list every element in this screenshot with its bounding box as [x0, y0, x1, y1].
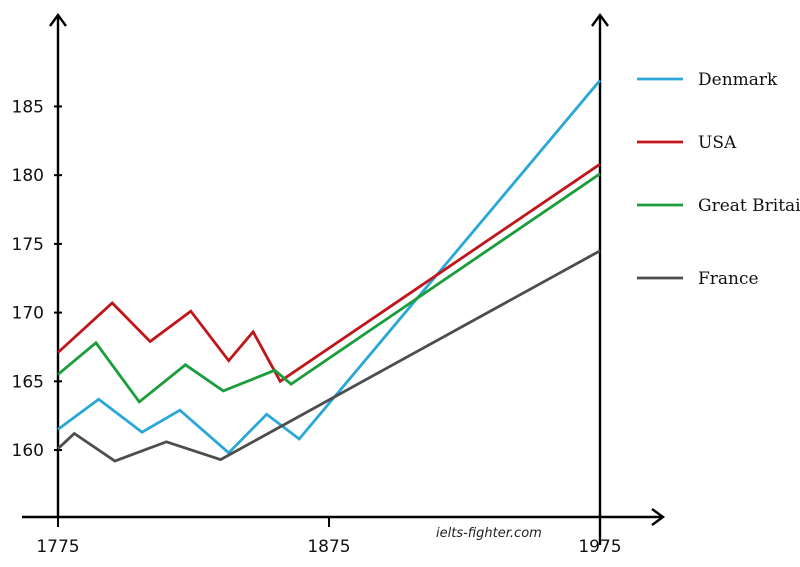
axes: 160 165 170 175 180 185 1775 1875 1975 — [12, 12, 666, 557]
series-line-france — [57, 249, 601, 463]
y-tick-label: 160 — [12, 441, 44, 461]
legend-label-usa: USA — [698, 133, 737, 153]
legend-label-denmark: Denmark — [698, 70, 778, 90]
y-axis-left-arrow — [49, 12, 67, 27]
x-axis-arrow — [651, 508, 666, 526]
y-tick-label: 185 — [12, 97, 44, 117]
y-tick-label: 165 — [12, 372, 44, 392]
x-tick-label: 1975 — [578, 537, 621, 557]
y-tick-label: 170 — [12, 304, 44, 324]
y-tick-label: 180 — [12, 166, 44, 186]
x-tick-label: 1875 — [307, 537, 350, 557]
series-lines — [57, 79, 602, 463]
y-tick-label: 175 — [12, 235, 44, 255]
series-line-great-britain — [57, 172, 601, 404]
legend-label-great-britain: Great Britain — [698, 196, 800, 216]
legend-label-france: France — [698, 269, 759, 289]
legend: Denmark USA Great Britain France — [637, 70, 800, 289]
y-axis-right-arrow — [591, 12, 609, 27]
series-line-usa — [57, 163, 601, 384]
watermark-text: ielts-fighter.com — [436, 526, 542, 541]
series-line-denmark — [57, 79, 602, 455]
x-tick-label: 1775 — [36, 537, 79, 557]
